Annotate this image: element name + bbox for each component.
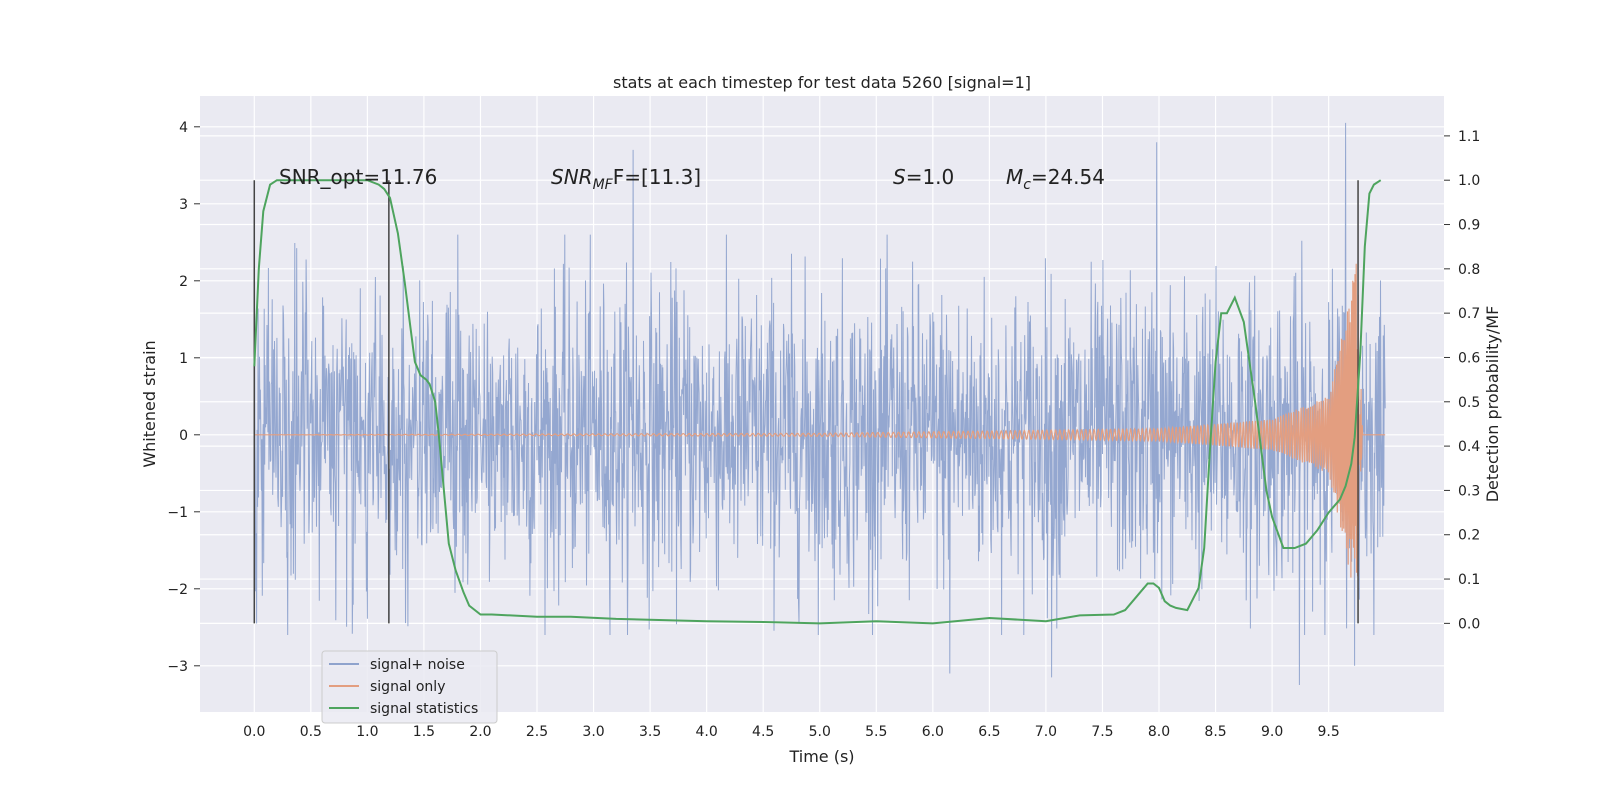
legend-label-signal-statistics: signal statistics bbox=[370, 701, 478, 717]
x-tick-label: 3.0 bbox=[582, 724, 604, 740]
signal-noise-line bbox=[253, 122, 1386, 686]
y-tick-label: 1 bbox=[179, 351, 188, 367]
annotation-s: S=1.0 bbox=[893, 165, 954, 189]
x-tick-label: 7.5 bbox=[1091, 724, 1113, 740]
y-tick-label: −3 bbox=[167, 659, 188, 675]
signal-noise-series bbox=[253, 122, 1386, 686]
y-right-tick-label: 0.2 bbox=[1458, 528, 1480, 544]
x-tick-label: 7.0 bbox=[1035, 724, 1057, 740]
x-tick-label: 9.5 bbox=[1318, 724, 1340, 740]
y-tick-label: 0 bbox=[179, 428, 188, 444]
y-tick-label: 3 bbox=[179, 197, 188, 213]
x-tick-label: 1.5 bbox=[413, 724, 435, 740]
y-tick-label: 2 bbox=[179, 274, 188, 290]
x-tick-label: 9.0 bbox=[1261, 724, 1283, 740]
x-tick-label: 4.0 bbox=[696, 724, 718, 740]
x-tick-label: 6.0 bbox=[922, 724, 944, 740]
annotation-mc: Mc=24.54 bbox=[1006, 165, 1105, 193]
x-tick-label: 5.5 bbox=[865, 724, 887, 740]
annotation-snr-mf-main: SNR bbox=[551, 165, 593, 189]
x-tick-label: 0.5 bbox=[300, 724, 322, 740]
x-tick-label: 8.5 bbox=[1204, 724, 1226, 740]
y-right-tick-label: 0.3 bbox=[1458, 483, 1480, 499]
y-right-tick-label: 0.8 bbox=[1458, 262, 1480, 278]
y-right-tick-label: 0.6 bbox=[1458, 350, 1480, 366]
y-right-tick-label: 0.4 bbox=[1458, 439, 1480, 455]
annotation-snr-mf-tail: F=[11.3] bbox=[613, 165, 701, 189]
x-tick-label: 6.5 bbox=[978, 724, 1000, 740]
annotation-mc-tail: =24.54 bbox=[1031, 165, 1105, 189]
annotation-mc-sub: c bbox=[1023, 177, 1031, 193]
legend: signal+ noise signal only signal statist… bbox=[321, 650, 498, 724]
signal-only-series bbox=[254, 263, 1386, 578]
y-right-tick-label: 0.5 bbox=[1458, 395, 1480, 411]
y-right-tick-label: 1.0 bbox=[1458, 173, 1480, 189]
x-tick-label: 5.0 bbox=[809, 724, 831, 740]
y-right-tick-label: 0.9 bbox=[1458, 218, 1480, 234]
annotation-mc-main: M bbox=[1006, 165, 1023, 189]
y-tick-label: −1 bbox=[167, 505, 188, 521]
x-tick-label: 8.0 bbox=[1148, 724, 1170, 740]
x-tick-label: 2.0 bbox=[469, 724, 491, 740]
x-tick-label: 0.0 bbox=[243, 724, 265, 740]
y-axis-label: Whitened strain bbox=[140, 340, 159, 467]
x-axis-label: Time (s) bbox=[788, 747, 854, 766]
y-right-tick-label: 0.7 bbox=[1458, 306, 1480, 322]
annotation-snr-mf-sub: MF bbox=[593, 177, 614, 193]
annotation-snr-mf: SNRMFF=[11.3] bbox=[551, 165, 701, 193]
x-tick-label: 1.0 bbox=[356, 724, 378, 740]
annotation-s-main: S bbox=[893, 165, 906, 189]
legend-label-signal-noise: signal+ noise bbox=[370, 657, 465, 673]
ticks: 0.0 0.5 1.0 1.5 2.0 2.5 3.0 3.5 4.0 4.5 5.0 5.5 6.0 6… bbox=[167, 120, 1480, 740]
y-tick-label: −2 bbox=[167, 582, 188, 598]
y-right-tick-label: 1.1 bbox=[1458, 129, 1480, 145]
signal-statistics-line bbox=[253, 179, 1382, 625]
signal-statistics-series bbox=[253, 179, 1382, 625]
x-tick-label: 3.5 bbox=[639, 724, 661, 740]
annotation-s-tail: =1.0 bbox=[906, 165, 955, 189]
y-axis-right-label: Detection probability/MF bbox=[1483, 306, 1502, 503]
annotation-snr-opt: SNR_opt=11.76 bbox=[279, 165, 437, 189]
y-right-tick-label: 0.0 bbox=[1458, 616, 1480, 632]
x-tick-label: 4.5 bbox=[752, 724, 774, 740]
chart-title: stats at each timestep for test data 526… bbox=[613, 73, 1031, 92]
legend-label-signal-only: signal only bbox=[370, 679, 445, 695]
signal-only-line bbox=[254, 263, 1386, 578]
legend-box bbox=[321, 650, 498, 724]
y-tick-label: 4 bbox=[179, 120, 188, 136]
y-right-tick-label: 0.1 bbox=[1458, 572, 1480, 588]
x-tick-label: 2.5 bbox=[526, 724, 548, 740]
